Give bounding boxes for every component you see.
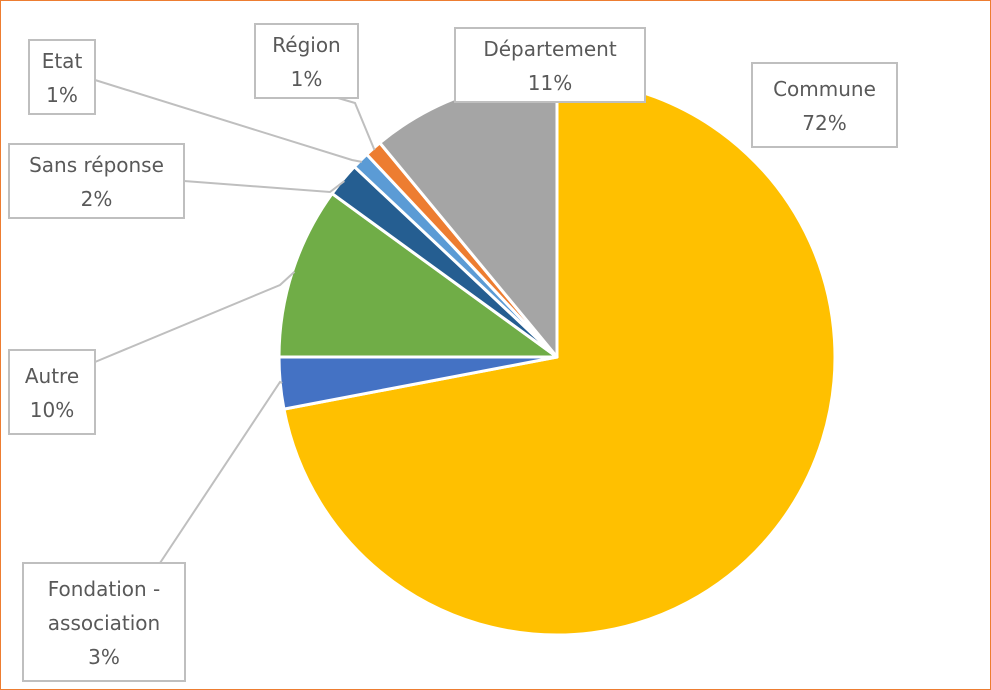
data-label-region: 1% bbox=[291, 67, 323, 91]
data-label-autre: 10% bbox=[30, 398, 74, 422]
data-label-commune: 72% bbox=[802, 111, 846, 135]
label-box-autre bbox=[8, 349, 96, 435]
category-label-commune: Commune bbox=[773, 77, 876, 101]
label-box-region bbox=[254, 23, 359, 99]
data-label-departement: 11% bbox=[528, 71, 572, 95]
category-label-departement: Département bbox=[483, 37, 616, 61]
label-box-etat bbox=[28, 39, 96, 115]
category-label-autre: Autre bbox=[25, 364, 79, 388]
data-label-sans-reponse: 2% bbox=[81, 187, 113, 211]
label-box-departement bbox=[454, 27, 646, 103]
pie-slice-autre bbox=[277, 192, 559, 359]
leader-lines-group bbox=[94, 79, 376, 564]
label-box-commune bbox=[751, 62, 898, 148]
category-label-sans-reponse: Sans réponse bbox=[29, 153, 164, 177]
leader-line-region bbox=[337, 97, 376, 151]
leader-line-etat bbox=[94, 79, 363, 163]
leader-line-autre bbox=[94, 270, 296, 363]
data-label-etat: 1% bbox=[46, 83, 78, 107]
slices-group bbox=[277, 77, 837, 637]
leader-line-fondation-association bbox=[159, 380, 283, 564]
data-label-fondation-association: 3% bbox=[88, 645, 120, 669]
label-box-sans-reponse bbox=[8, 143, 185, 219]
leader-line-sans-reponse bbox=[183, 180, 345, 194]
category-label-fondation-association: association bbox=[48, 611, 160, 635]
pie-slice-commune bbox=[282, 77, 837, 637]
category-label-region: Région bbox=[272, 33, 340, 57]
labels-group: Commune 72% Fondation - association 3% Autre 1… bbox=[8, 23, 898, 682]
category-label-fondation-association: Fondation - bbox=[48, 577, 161, 601]
label-box-fondation-association bbox=[22, 562, 186, 682]
category-label-etat: Etat bbox=[42, 49, 83, 73]
